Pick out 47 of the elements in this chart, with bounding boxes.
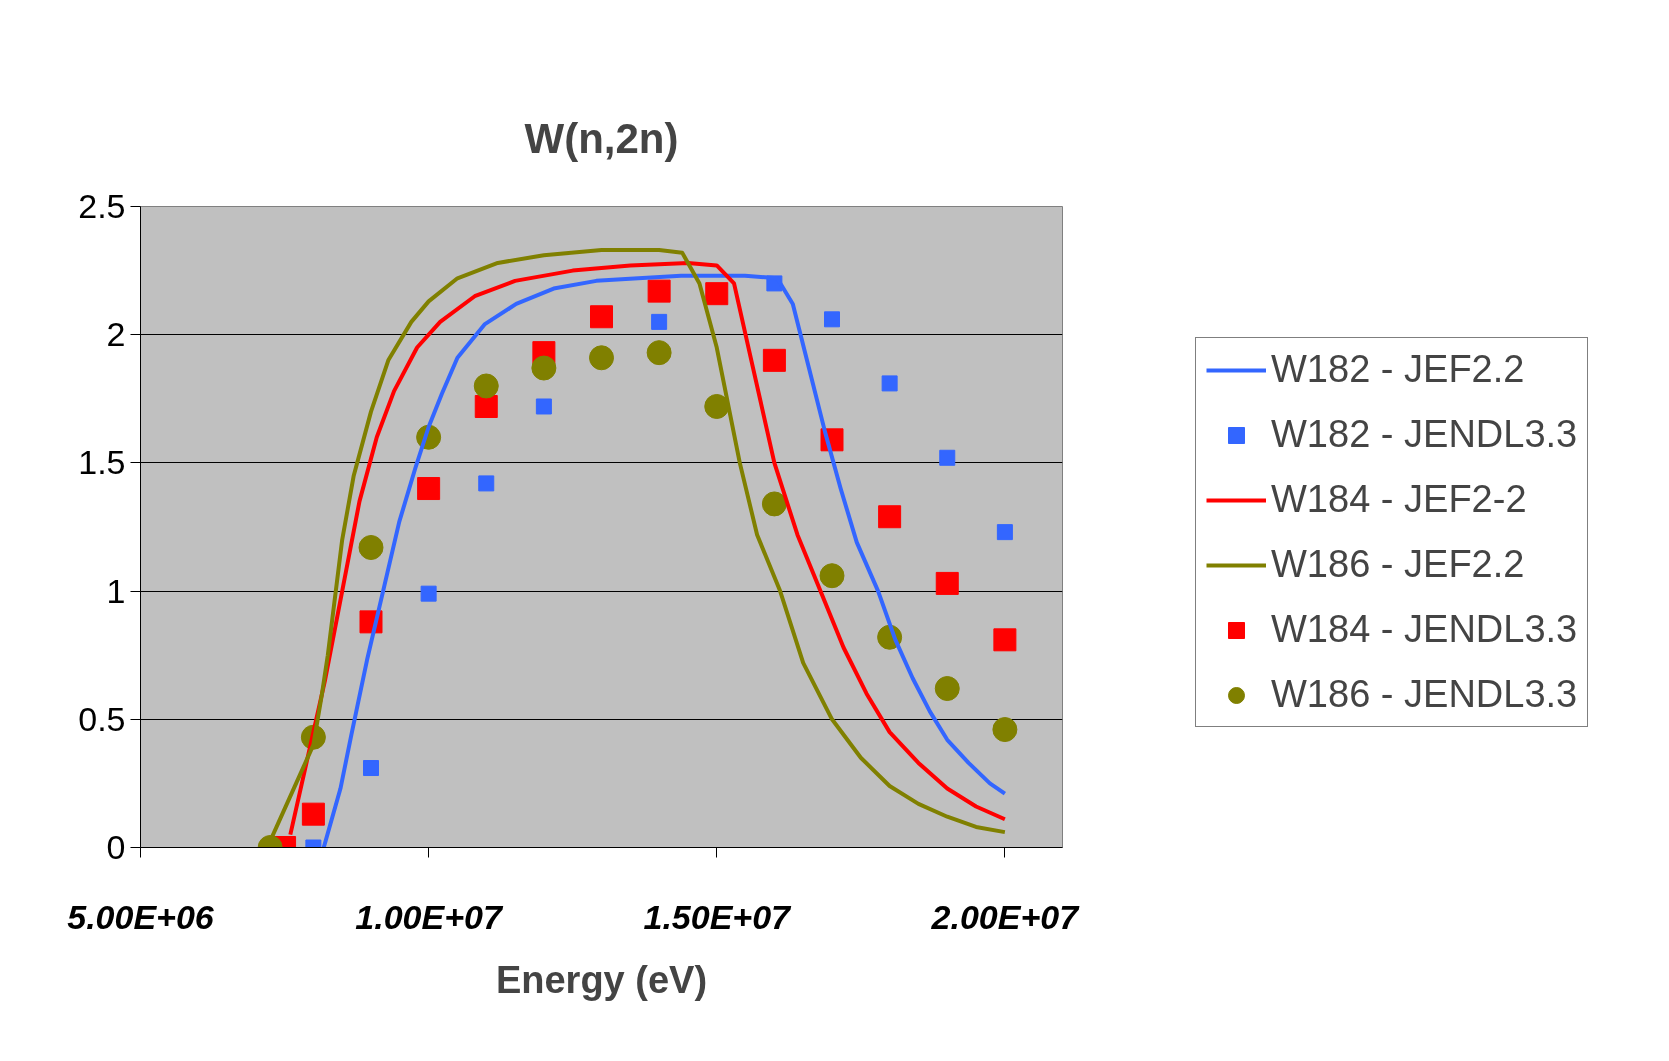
chart-title: W(n,2n) xyxy=(524,114,679,162)
point xyxy=(762,348,786,372)
point xyxy=(881,375,898,392)
x-tick-label: 1.50E+07 xyxy=(643,897,793,936)
y-tick-label: 2 xyxy=(106,315,126,354)
point xyxy=(417,477,441,501)
legend-label: W184 - JEF2-2 xyxy=(1271,478,1527,521)
point xyxy=(531,355,557,381)
legend-label: W182 - JEF2.2 xyxy=(1271,348,1525,391)
point xyxy=(705,282,729,306)
point xyxy=(473,373,499,399)
x-axis-title: Energy (eV) xyxy=(495,958,708,1001)
point xyxy=(761,491,787,517)
point xyxy=(535,398,552,415)
point xyxy=(704,394,730,419)
y-tick-label: 0.5 xyxy=(78,699,126,738)
point xyxy=(824,311,840,328)
point xyxy=(301,802,325,826)
point xyxy=(651,313,668,330)
point xyxy=(590,305,613,329)
x-tick-label: 2.00E+07 xyxy=(930,897,1081,936)
point xyxy=(934,676,960,702)
point xyxy=(939,449,956,466)
point xyxy=(420,585,437,602)
legend-label: W186 - JEF2.2 xyxy=(1271,543,1525,586)
point xyxy=(474,394,498,418)
legend-label: W186 - JENDL3.3 xyxy=(1271,673,1578,716)
point xyxy=(993,628,1017,652)
point xyxy=(878,505,902,529)
legend-label: W184 - JENDL3.3 xyxy=(1271,608,1578,651)
legend-label: W182 - JENDL3.3 xyxy=(1271,413,1578,456)
point xyxy=(646,340,672,366)
x-tick-label: 1.00E+07 xyxy=(355,897,504,936)
point xyxy=(992,717,1018,743)
point xyxy=(363,760,379,777)
point xyxy=(358,535,384,560)
point xyxy=(996,524,1013,541)
x-tick-label: 5.00E+06 xyxy=(67,897,215,936)
point xyxy=(647,279,671,303)
point xyxy=(935,571,959,595)
y-tick-label: 1.5 xyxy=(78,443,126,482)
y-tick-label: 0 xyxy=(106,828,126,866)
y-tick-label: 1 xyxy=(106,571,126,610)
point xyxy=(819,563,845,589)
point xyxy=(478,475,495,492)
point xyxy=(589,345,614,371)
y-tick-label: 2.5 xyxy=(78,187,126,225)
